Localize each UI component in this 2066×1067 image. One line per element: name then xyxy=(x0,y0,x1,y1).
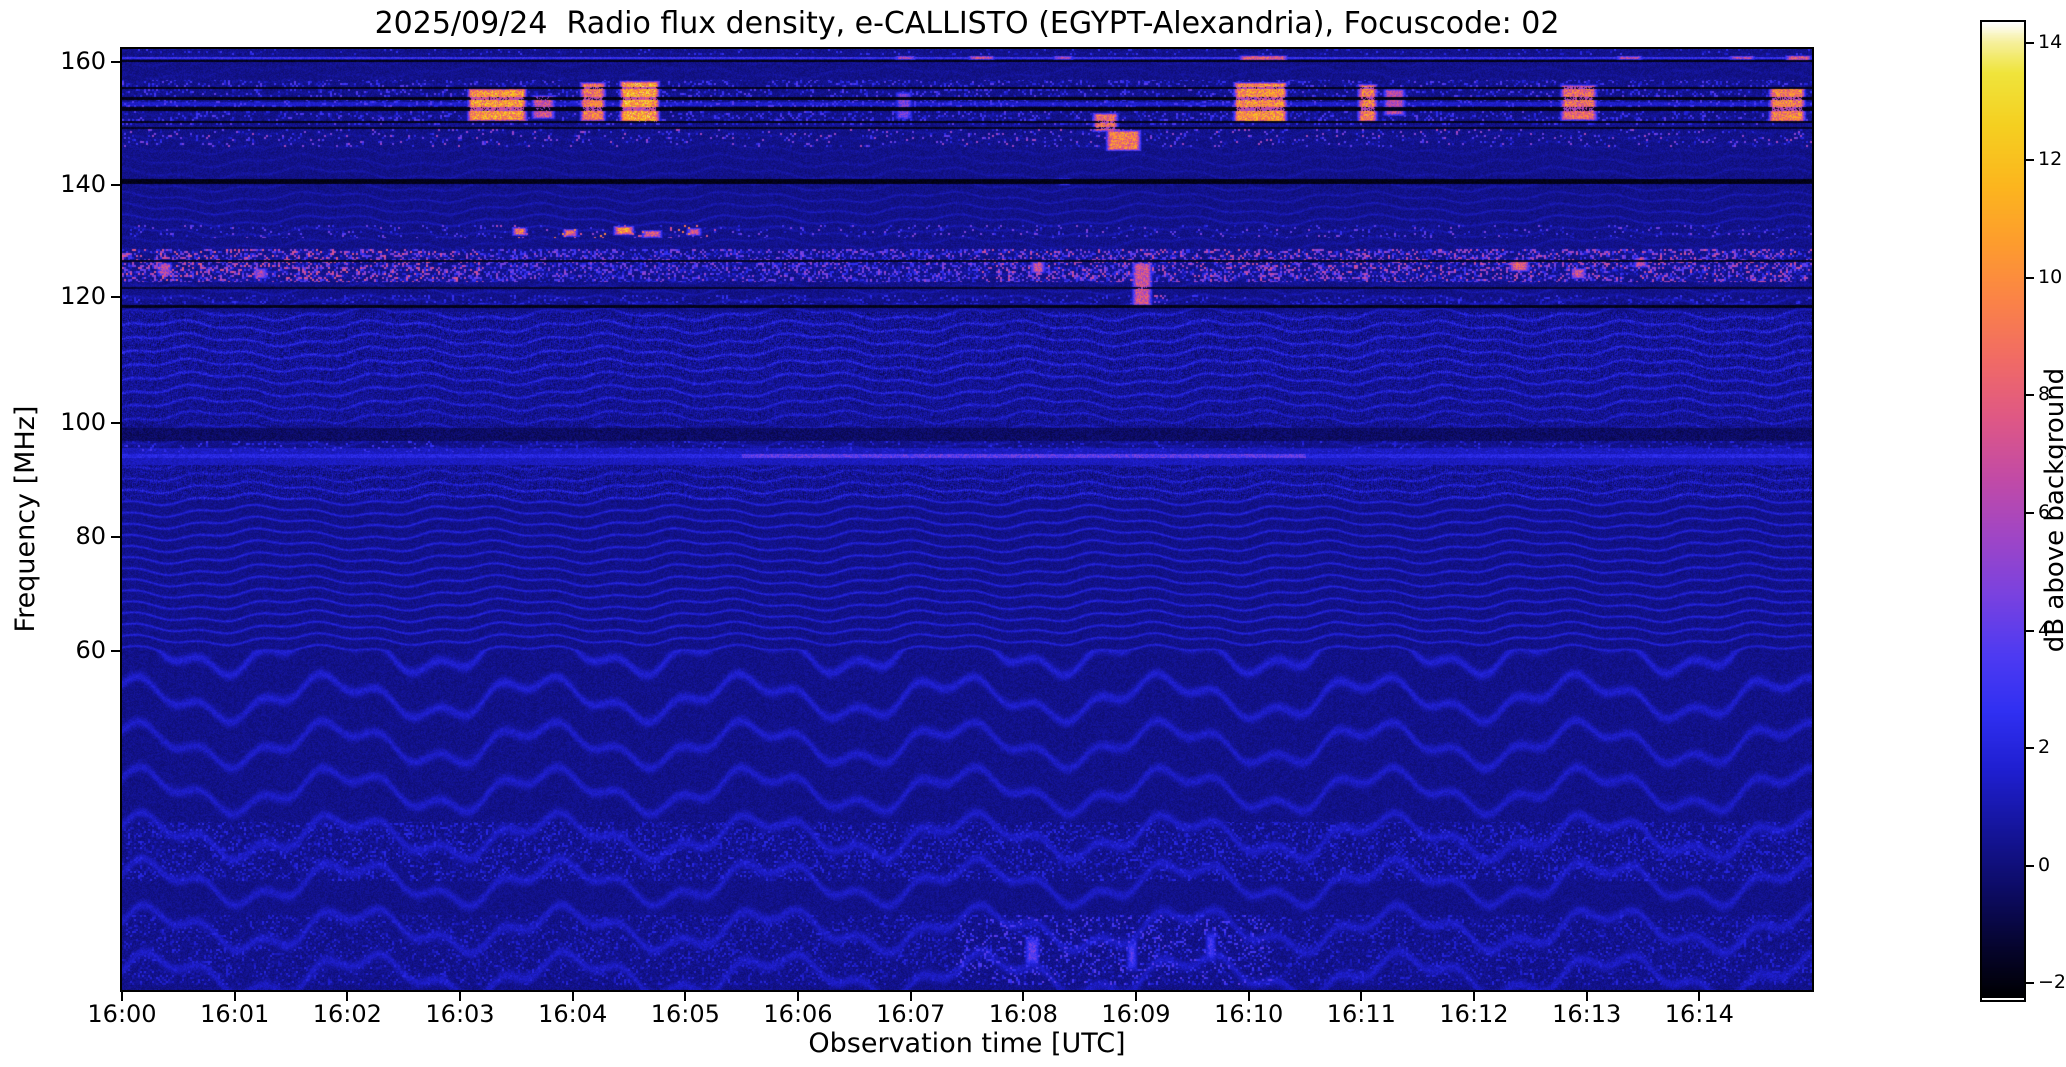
x-tick-label: 16:07 xyxy=(876,1000,946,1028)
colorbar-canvas xyxy=(1982,22,2024,998)
colorbar-tick-mark xyxy=(2026,511,2034,514)
x-tick-label: 16:00 xyxy=(87,1000,157,1028)
colorbar-tick-label: −2 xyxy=(2038,971,2066,994)
x-tick-mark xyxy=(1585,992,1588,1001)
y-axis-label: Frequency [MHz] xyxy=(10,405,41,633)
colorbar-tick-label: 14 xyxy=(2038,30,2063,53)
x-tick-label: 16:08 xyxy=(988,1000,1058,1028)
chart-title: 2025/09/24 Radio flux density, e-CALLIST… xyxy=(374,6,1560,41)
y-tick-label: 100 xyxy=(60,408,106,437)
x-tick-label: 16:12 xyxy=(1439,1000,1509,1028)
x-tick-label: 16:01 xyxy=(200,1000,270,1028)
x-tick-label: 16:05 xyxy=(650,1000,720,1028)
y-tick-mark xyxy=(111,184,120,187)
x-tick-mark xyxy=(1022,992,1025,1001)
colorbar-tick-label: 0 xyxy=(2038,853,2051,876)
colorbar-tick-mark xyxy=(2026,982,2034,985)
colorbar-tick-label: 10 xyxy=(2038,265,2063,288)
y-tick-mark xyxy=(111,296,120,299)
colorbar-tick-mark xyxy=(2026,276,2034,279)
x-axis-label: Observation time [UTC] xyxy=(808,1028,1126,1059)
x-tick-label: 16:11 xyxy=(1326,1000,1396,1028)
y-tick-mark xyxy=(111,422,120,425)
x-tick-label: 16:06 xyxy=(763,1000,833,1028)
colorbar-tick-mark xyxy=(2026,394,2034,397)
spectrogram-canvas xyxy=(122,49,1812,990)
x-tick-label: 16:09 xyxy=(1101,1000,1171,1028)
x-tick-label: 16:03 xyxy=(425,1000,495,1028)
x-tick-mark xyxy=(1360,992,1363,1001)
colorbar-tick-mark xyxy=(2026,747,2034,750)
x-tick-mark xyxy=(346,992,349,1001)
colorbar-tick-label: 8 xyxy=(2038,383,2051,406)
y-tick-label: 120 xyxy=(60,282,106,311)
y-tick-mark xyxy=(111,60,120,63)
x-tick-mark xyxy=(121,992,123,1001)
x-tick-label: 16:14 xyxy=(1664,1000,1734,1028)
colorbar-tick-label: 4 xyxy=(2038,618,2051,641)
colorbar-tick-label: 6 xyxy=(2038,500,2051,523)
x-tick-mark xyxy=(233,992,236,1001)
x-tick-mark xyxy=(797,992,799,1001)
colorbar-tick-label: 2 xyxy=(2038,736,2051,759)
y-tick-label: 80 xyxy=(75,522,106,550)
x-tick-mark xyxy=(1135,992,1137,1001)
colorbar-label: dB above background xyxy=(2040,367,2066,653)
y-tick-mark xyxy=(111,536,120,538)
x-tick-mark xyxy=(1247,992,1250,1001)
colorbar-tick-mark xyxy=(2026,629,2034,632)
y-tick-label: 160 xyxy=(60,46,106,75)
colorbar-tick-mark xyxy=(2026,159,2034,162)
colorbar-tick-mark xyxy=(2026,864,2034,867)
x-tick-mark xyxy=(571,992,574,1001)
y-tick-label: 140 xyxy=(60,170,106,199)
x-tick-label: 16:04 xyxy=(538,1000,608,1028)
x-tick-label: 16:13 xyxy=(1552,1000,1622,1028)
x-tick-label: 16:02 xyxy=(312,1000,382,1028)
x-tick-label: 16:10 xyxy=(1214,1000,1284,1028)
x-tick-mark xyxy=(1698,992,1701,1001)
y-tick-mark xyxy=(111,649,120,652)
colorbar-tick-mark xyxy=(2026,41,2034,44)
y-tick-label: 60 xyxy=(75,635,106,664)
colorbar-tick-label: 12 xyxy=(2038,148,2063,171)
x-tick-mark xyxy=(909,992,912,1001)
x-tick-mark xyxy=(1473,992,1475,1001)
x-tick-mark xyxy=(684,992,687,1001)
x-tick-mark xyxy=(459,992,461,1001)
